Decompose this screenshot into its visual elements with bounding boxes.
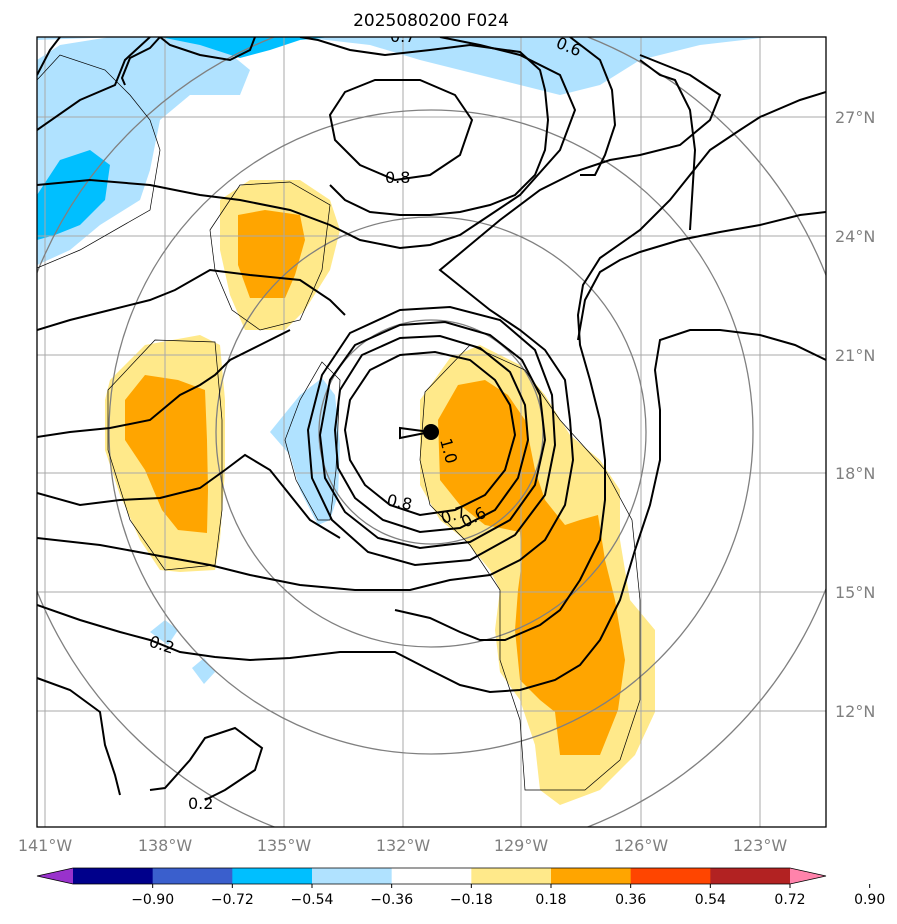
colorbar-tick-label: −0.90 [131, 892, 174, 908]
colorbar-segment [391, 868, 472, 884]
colorbar-segment [551, 868, 632, 884]
colorbar-segment [710, 868, 791, 884]
contour-label: 0.7 [390, 27, 415, 46]
contour-lines [37, 37, 826, 801]
colorbar-segment [471, 868, 552, 884]
map-frame [36, 36, 827, 828]
lat-lon-grid [37, 37, 826, 827]
colorbar-tick-label: −0.54 [291, 892, 334, 908]
colorbar-ticks: −0.90 −0.72 −0.54 −0.36 −0.18 0.18 0.36 0.54 0.7… [131, 884, 885, 908]
colorbar-extend-min [37, 868, 73, 884]
colorbar-tick-label: −0.72 [211, 892, 254, 908]
lon-label: 123°W [733, 836, 788, 855]
latitude-labels: 27°N 24°N 21°N 18°N 15°N 12°N [835, 108, 875, 721]
contour-labels: 0.8 0.8 0.7 0.6 0.6 0.7 1.0 0.2 0.2 [147, 27, 584, 813]
longitude-labels: 141°W 138°W 135°W 132°W 129°W 126°W 123°… [18, 836, 788, 855]
lat-label: 15°N [835, 583, 875, 602]
lon-label: 141°W [18, 836, 73, 855]
lat-label: 12°N [835, 702, 875, 721]
fill-outlines [37, 54, 641, 791]
contour-label: 0.8 [385, 168, 410, 187]
lon-label: 129°W [494, 836, 549, 855]
colorbar-tick-label: 0.36 [615, 892, 646, 908]
colorbar-segment [152, 868, 233, 884]
colorbar-tick-label: 0.72 [774, 892, 805, 908]
colorbar: −0.90 −0.72 −0.54 −0.36 −0.18 0.18 0.36 0.54 0.7… [36, 867, 885, 908]
lat-label: 24°N [835, 227, 875, 246]
colorbar-outline [36, 867, 827, 885]
lon-label: 132°W [376, 836, 431, 855]
colorbar-tick-label: 0.18 [535, 892, 566, 908]
colorbar-segments [36, 867, 827, 885]
colorbar-segment [73, 868, 154, 884]
lon-label: 126°W [614, 836, 669, 855]
storm-center-marker [399, 424, 439, 440]
lat-label: 18°N [835, 464, 875, 483]
lat-label: 21°N [835, 346, 875, 365]
lon-label: 138°W [138, 836, 193, 855]
lat-label: 27°N [835, 108, 875, 127]
colorbar-segment [312, 868, 393, 884]
colorbar-segment [630, 868, 711, 884]
contour-label: 0.8 [385, 490, 414, 514]
colorbar-tick-label: −0.18 [450, 892, 493, 908]
colorbar-segment [232, 868, 313, 884]
contour-label: 0.2 [188, 794, 213, 813]
negative-anomaly-fill [37, 37, 826, 684]
map-area: 0.8 0.8 0.7 0.6 0.6 0.7 1.0 0.2 0.2 [37, 27, 826, 827]
range-rings [37, 37, 826, 827]
colorbar-tick-label: 0.54 [695, 892, 726, 908]
colorbar-extend-max [790, 868, 826, 884]
lon-label: 135°W [257, 836, 312, 855]
colorbar-tick-label: 0.90 [854, 892, 885, 908]
plot-title: 2025080200 F024 [353, 11, 509, 31]
colorbar-tick-label: −0.36 [370, 892, 413, 908]
